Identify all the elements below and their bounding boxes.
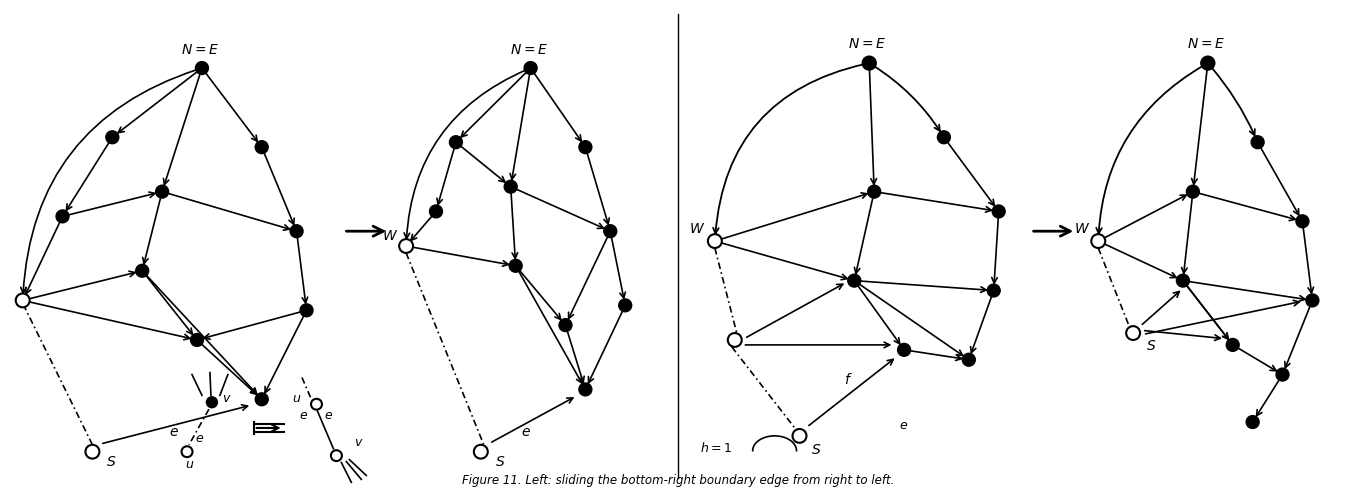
Circle shape [579, 383, 591, 396]
Text: $e$: $e$ [170, 425, 179, 439]
Circle shape [525, 62, 537, 74]
Text: $S$: $S$ [1146, 339, 1157, 353]
Circle shape [255, 393, 268, 406]
Circle shape [862, 56, 876, 70]
Circle shape [16, 294, 30, 308]
Circle shape [190, 333, 203, 346]
Circle shape [1306, 294, 1319, 307]
Text: $W$: $W$ [1074, 222, 1090, 236]
Circle shape [993, 205, 1005, 218]
Text: $e$: $e$ [298, 409, 308, 422]
Circle shape [182, 446, 193, 457]
Circle shape [311, 399, 321, 410]
Text: $e$: $e$ [521, 425, 530, 439]
Circle shape [728, 333, 742, 347]
Circle shape [331, 450, 342, 461]
Text: $S$: $S$ [811, 442, 822, 457]
Circle shape [430, 205, 442, 218]
Text: $N=E$: $N=E$ [180, 43, 220, 57]
Circle shape [156, 185, 168, 198]
Circle shape [559, 319, 572, 331]
Circle shape [1296, 215, 1309, 228]
Circle shape [473, 445, 488, 459]
Circle shape [195, 62, 209, 74]
Circle shape [603, 225, 617, 238]
Circle shape [848, 274, 861, 287]
Circle shape [1186, 185, 1199, 198]
Circle shape [449, 136, 462, 149]
Text: $e$: $e$ [195, 432, 205, 445]
Circle shape [136, 264, 149, 277]
Text: $S$: $S$ [495, 454, 506, 469]
Circle shape [1252, 136, 1264, 149]
Text: $h=1$: $h=1$ [700, 440, 732, 455]
Circle shape [868, 185, 880, 198]
Circle shape [1092, 234, 1105, 248]
Circle shape [898, 343, 910, 356]
Text: $N=E$: $N=E$ [848, 37, 887, 51]
Circle shape [255, 141, 268, 154]
Circle shape [963, 353, 975, 366]
Text: $e$: $e$ [324, 409, 334, 422]
Text: $N=E$: $N=E$ [1186, 37, 1224, 51]
Text: $u$: $u$ [184, 457, 194, 471]
Text: $S$: $S$ [106, 454, 117, 469]
Circle shape [1276, 368, 1290, 381]
Circle shape [708, 234, 721, 248]
Circle shape [399, 239, 414, 253]
Text: $f$: $f$ [845, 372, 853, 387]
Circle shape [290, 225, 302, 238]
Circle shape [300, 304, 313, 317]
Circle shape [1177, 274, 1189, 287]
Circle shape [504, 180, 517, 193]
Text: $u$: $u$ [292, 392, 301, 405]
Circle shape [987, 284, 1001, 297]
Text: $N=E$: $N=E$ [510, 43, 548, 57]
Circle shape [579, 141, 591, 154]
Circle shape [618, 299, 632, 312]
Circle shape [85, 445, 99, 459]
Circle shape [206, 397, 217, 408]
Text: $W$: $W$ [689, 222, 705, 236]
Text: $v$: $v$ [354, 436, 363, 449]
Text: Figure 11. Left: sliding the bottom-right boundary edge from right to left.: Figure 11. Left: sliding the bottom-righ… [462, 474, 894, 487]
Circle shape [510, 259, 522, 272]
Text: $e$: $e$ [899, 419, 909, 432]
Circle shape [1201, 56, 1215, 70]
Circle shape [56, 210, 69, 223]
Text: $v$: $v$ [222, 392, 232, 405]
Circle shape [1125, 326, 1140, 340]
Circle shape [792, 429, 807, 443]
Circle shape [1246, 416, 1260, 429]
Circle shape [1226, 338, 1239, 351]
Circle shape [937, 131, 951, 144]
Circle shape [106, 131, 119, 144]
Text: $W$: $W$ [382, 229, 399, 243]
